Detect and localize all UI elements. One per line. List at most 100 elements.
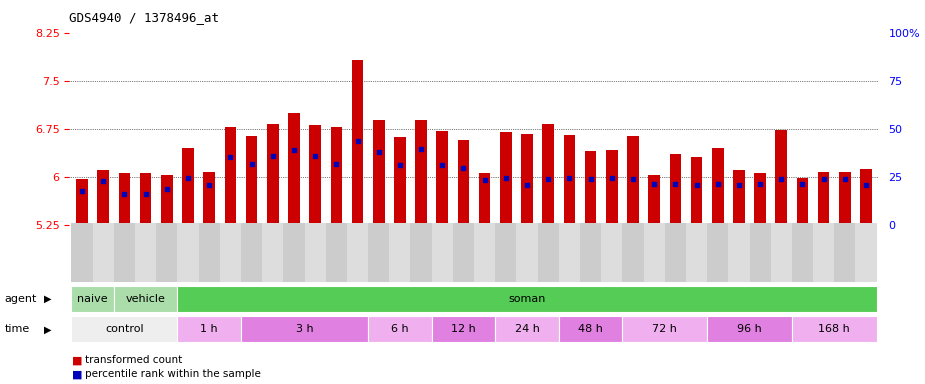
Bar: [309, 126, 321, 225]
Bar: [606, 150, 618, 225]
Bar: [792, 223, 813, 282]
Text: GDS4940 / 1378496_at: GDS4940 / 1378496_at: [69, 12, 219, 25]
Text: percentile rank within the sample: percentile rank within the sample: [85, 369, 261, 379]
Text: agent: agent: [5, 294, 37, 304]
Bar: [394, 137, 406, 225]
Bar: [813, 223, 834, 282]
Bar: [97, 170, 109, 225]
Bar: [326, 223, 347, 282]
Bar: [474, 223, 495, 282]
Bar: [686, 223, 707, 282]
Text: 1 h: 1 h: [201, 324, 218, 334]
Text: vehicle: vehicle: [126, 293, 166, 304]
Bar: [818, 172, 830, 225]
Bar: [796, 178, 808, 225]
Bar: [856, 223, 877, 282]
Bar: [792, 316, 877, 342]
Text: 24 h: 24 h: [514, 324, 539, 334]
Text: 72 h: 72 h: [652, 324, 677, 334]
Bar: [712, 148, 723, 225]
Bar: [225, 127, 236, 225]
Bar: [648, 175, 660, 225]
Text: 96 h: 96 h: [737, 324, 762, 334]
Bar: [71, 316, 178, 342]
Bar: [92, 223, 114, 282]
Bar: [734, 170, 745, 225]
Bar: [135, 223, 156, 282]
Bar: [728, 223, 749, 282]
Bar: [542, 124, 554, 225]
Bar: [389, 223, 411, 282]
Bar: [432, 223, 453, 282]
Bar: [71, 286, 114, 311]
Bar: [623, 223, 644, 282]
Bar: [178, 223, 199, 282]
Bar: [267, 124, 278, 225]
Bar: [500, 132, 512, 225]
Bar: [516, 223, 537, 282]
Bar: [627, 136, 639, 225]
Text: 6 h: 6 h: [391, 324, 409, 334]
Bar: [623, 316, 707, 342]
Bar: [241, 223, 262, 282]
Bar: [330, 127, 342, 225]
Bar: [178, 316, 241, 342]
Bar: [479, 174, 490, 225]
Bar: [754, 174, 766, 225]
Bar: [156, 223, 178, 282]
Bar: [289, 113, 300, 225]
Bar: [563, 135, 575, 225]
Bar: [283, 223, 304, 282]
Text: time: time: [5, 324, 30, 334]
Bar: [411, 223, 432, 282]
Text: ■: ■: [72, 355, 82, 365]
Bar: [118, 174, 130, 225]
Text: ▶: ▶: [44, 294, 52, 304]
Bar: [771, 223, 792, 282]
Text: 12 h: 12 h: [451, 324, 475, 334]
Bar: [161, 175, 173, 225]
Bar: [368, 316, 432, 342]
Bar: [458, 139, 469, 225]
Text: ■: ■: [72, 369, 82, 379]
Text: transformed count: transformed count: [85, 355, 182, 365]
Bar: [262, 223, 283, 282]
Bar: [220, 223, 241, 282]
Bar: [775, 130, 787, 225]
Bar: [670, 154, 681, 225]
Text: 3 h: 3 h: [296, 324, 314, 334]
Bar: [707, 223, 728, 282]
Text: control: control: [105, 324, 143, 334]
Bar: [140, 174, 152, 225]
Bar: [347, 223, 368, 282]
Bar: [559, 316, 623, 342]
Bar: [691, 157, 702, 225]
Bar: [580, 223, 601, 282]
Text: 48 h: 48 h: [578, 324, 603, 334]
Bar: [537, 223, 559, 282]
Bar: [246, 136, 257, 225]
Text: ▶: ▶: [44, 324, 52, 334]
Bar: [432, 316, 495, 342]
Bar: [76, 179, 88, 225]
Bar: [114, 223, 135, 282]
Bar: [839, 172, 851, 225]
Bar: [182, 148, 194, 225]
Bar: [437, 131, 448, 225]
Bar: [665, 223, 686, 282]
Bar: [644, 223, 665, 282]
Bar: [453, 223, 474, 282]
Bar: [521, 134, 533, 225]
Bar: [559, 223, 580, 282]
Bar: [707, 316, 792, 342]
Bar: [241, 316, 368, 342]
Bar: [601, 223, 623, 282]
Text: 168 h: 168 h: [819, 324, 850, 334]
Bar: [204, 172, 215, 225]
Bar: [834, 223, 856, 282]
Bar: [415, 120, 427, 225]
Bar: [368, 223, 389, 282]
Bar: [114, 286, 178, 311]
Bar: [304, 223, 326, 282]
Bar: [199, 223, 220, 282]
